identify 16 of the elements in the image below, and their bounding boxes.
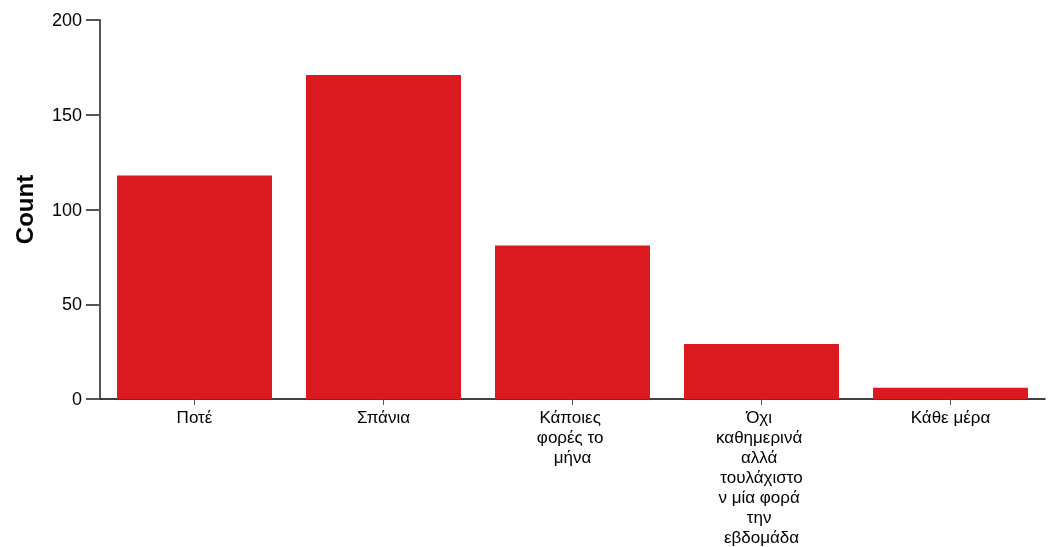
y-tick-label: 200	[51, 10, 82, 30]
x-tick-label: Όχι καθημερινά αλλά τουλάχιστον μία φορά την εβδομάδα	[716, 407, 807, 547]
bar	[495, 245, 650, 399]
y-tick-label: 50	[61, 294, 82, 315]
x-tick-label: Ποτέ	[176, 407, 213, 427]
bar	[873, 387, 1028, 399]
bar	[117, 175, 272, 399]
x-tick-label: Κάποιες φορές το μήνα	[536, 407, 609, 467]
y-tick-label: 100	[51, 199, 82, 220]
bar	[306, 74, 461, 399]
bar	[684, 344, 839, 399]
y-tick-label: 150	[51, 104, 82, 125]
y-axis-title: Count	[10, 174, 38, 245]
x-tick-label: Σπάνια	[356, 407, 411, 427]
y-tick-label: 0	[71, 389, 82, 409]
x-tick-label: Κάθε μέρα	[910, 407, 991, 427]
